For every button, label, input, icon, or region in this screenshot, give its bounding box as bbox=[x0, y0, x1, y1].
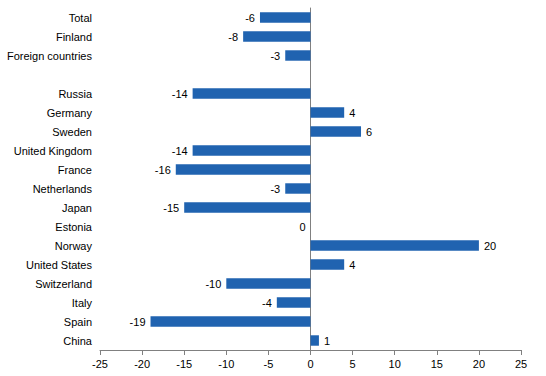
svg-text:10: 10 bbox=[389, 358, 401, 370]
svg-text:6: 6 bbox=[366, 126, 372, 138]
svg-text:-5: -5 bbox=[264, 358, 274, 370]
svg-text:-10: -10 bbox=[205, 278, 221, 290]
svg-text:0: 0 bbox=[299, 221, 305, 233]
svg-text:Total: Total bbox=[69, 12, 92, 24]
svg-text:15: 15 bbox=[431, 358, 443, 370]
svg-text:-3: -3 bbox=[270, 183, 280, 195]
svg-text:-14: -14 bbox=[172, 145, 188, 157]
svg-text:4: 4 bbox=[349, 107, 355, 119]
svg-text:Estonia: Estonia bbox=[55, 221, 93, 233]
svg-text:Japan: Japan bbox=[62, 202, 92, 214]
svg-text:20: 20 bbox=[484, 240, 496, 252]
svg-text:Finland: Finland bbox=[56, 31, 92, 43]
svg-text:-6: -6 bbox=[245, 12, 255, 24]
svg-text:United States: United States bbox=[26, 259, 93, 271]
svg-text:-15: -15 bbox=[176, 358, 192, 370]
svg-text:-20: -20 bbox=[134, 358, 150, 370]
svg-text:-15: -15 bbox=[163, 202, 179, 214]
svg-text:Spain: Spain bbox=[64, 316, 92, 328]
svg-text:-3: -3 bbox=[270, 50, 280, 62]
svg-text:0: 0 bbox=[307, 358, 313, 370]
svg-text:4: 4 bbox=[349, 259, 355, 271]
svg-text:20: 20 bbox=[473, 358, 485, 370]
svg-text:-19: -19 bbox=[130, 316, 146, 328]
svg-text:-10: -10 bbox=[218, 358, 234, 370]
svg-text:Norway: Norway bbox=[55, 240, 93, 252]
svg-text:25: 25 bbox=[515, 358, 527, 370]
svg-text:-14: -14 bbox=[172, 88, 188, 100]
svg-text:-16: -16 bbox=[155, 164, 171, 176]
svg-text:Switzerland: Switzerland bbox=[35, 278, 92, 290]
svg-text:China: China bbox=[63, 335, 93, 347]
svg-text:1: 1 bbox=[324, 335, 330, 347]
svg-text:Sweden: Sweden bbox=[52, 126, 92, 138]
svg-text:5: 5 bbox=[350, 358, 356, 370]
svg-text:Italy: Italy bbox=[72, 297, 93, 309]
svg-text:-4: -4 bbox=[262, 297, 272, 309]
svg-text:Russia: Russia bbox=[58, 88, 93, 100]
svg-text:Germany: Germany bbox=[47, 107, 93, 119]
svg-text:Foreign countries: Foreign countries bbox=[7, 50, 92, 62]
svg-text:France: France bbox=[58, 164, 92, 176]
svg-text:United Kingdom: United Kingdom bbox=[14, 145, 92, 157]
svg-text:Netherlands: Netherlands bbox=[33, 183, 93, 195]
svg-text:-8: -8 bbox=[228, 31, 238, 43]
svg-text:-25: -25 bbox=[92, 358, 108, 370]
